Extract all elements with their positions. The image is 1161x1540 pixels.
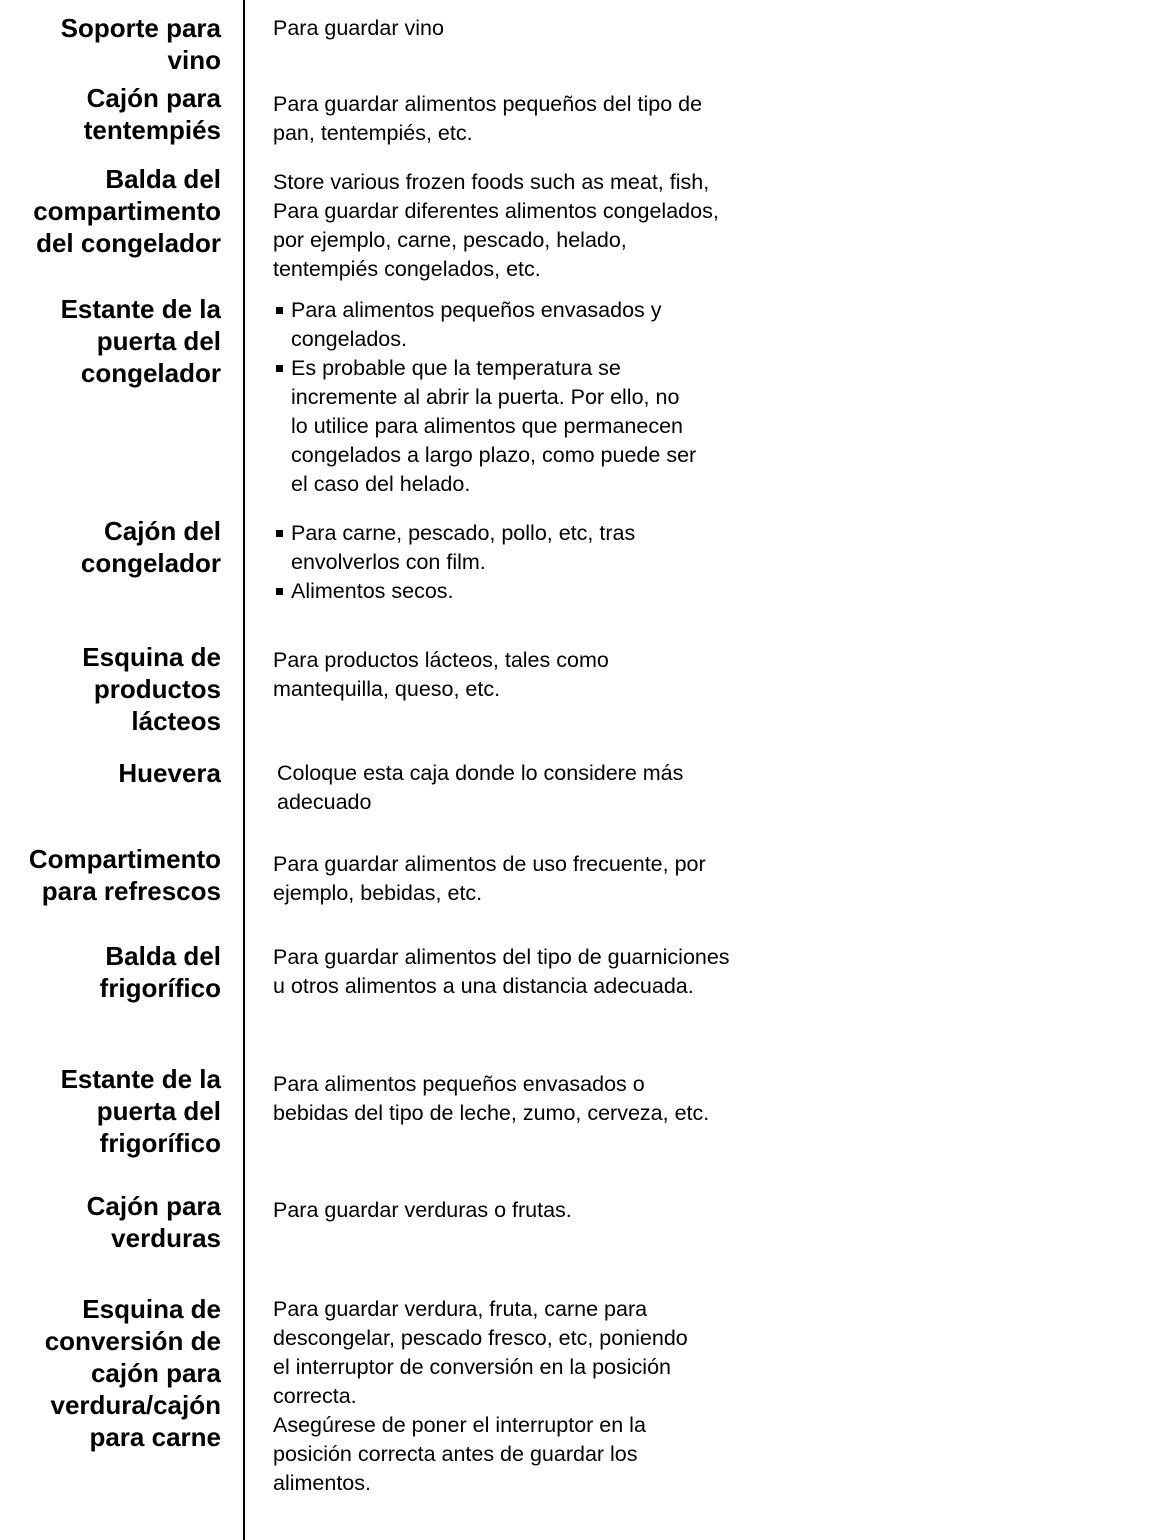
description-line: Para productos lácteos, tales como	[273, 648, 609, 672]
description-line: Store various frozen foods such as meat,…	[273, 170, 710, 194]
divider	[243, 0, 245, 1540]
label-line: congelador	[80, 548, 221, 578]
description-line: mantequilla, queso, etc.	[273, 677, 501, 701]
description-line: Coloque esta caja donde lo considere más	[277, 761, 684, 785]
label-line: para carne	[89, 1422, 221, 1452]
row-description: Para guardar verdura, fruta, carne para d…	[273, 1295, 773, 1498]
row-label: Huevera	[0, 757, 221, 789]
label-line: verduras	[111, 1223, 221, 1253]
row-label: Esquina de productos lácteos	[0, 641, 221, 737]
description-line: el caso del helado.	[291, 472, 471, 496]
label-line: Cajón para	[86, 1191, 221, 1221]
row-description: Para guardar alimentos de uso frecuente,…	[273, 850, 773, 908]
description-line: adecuado	[277, 790, 372, 814]
description-line: Para guardar verdura, fruta, carne para	[273, 1297, 648, 1321]
label-line: Huevera	[118, 758, 221, 788]
row-label: Cajón del congelador	[0, 515, 221, 579]
description-line: bebidas del tipo de leche, zumo, cerveza…	[273, 1101, 710, 1125]
description-line: Para alimentos pequeños envasados y	[291, 298, 662, 322]
description-line: descongelar, pescado fresco, etc, ponien…	[273, 1326, 688, 1350]
label-line: frigorífico	[99, 973, 221, 1003]
row-description: Para guardar alimentos del tipo de guarn…	[273, 943, 773, 1001]
bullet-item: Para carne, pescado, pollo, etc, tras env…	[273, 519, 773, 577]
row-description: Store various frozen foods such as meat,…	[273, 168, 773, 284]
label-line: tentempiés	[83, 115, 221, 145]
description-line: alimentos.	[273, 1471, 371, 1495]
description-line: Para guardar vino	[273, 16, 444, 40]
label-line: congelador	[80, 358, 221, 388]
row-label: Cajón para verduras	[0, 1190, 221, 1254]
label-line: Esquina de	[82, 642, 221, 672]
label-line: verdura/cajón	[50, 1390, 221, 1420]
illustrations	[900, 0, 1161, 1540]
description-line: congelados.	[291, 327, 407, 351]
label-line: puerta del	[96, 1096, 221, 1126]
row-label: Estante de la puerta del frigorífico	[0, 1063, 221, 1159]
row-description: Para alimentos pequeños envasados o bebid…	[273, 1070, 773, 1128]
row-label: Soporte para vino	[0, 12, 221, 76]
label-line: Estante de la	[60, 294, 221, 324]
label-line: lácteos	[131, 706, 221, 736]
description-line: posición correcta antes de guardar los	[273, 1442, 638, 1466]
description-line: Para guardar verduras o frutas.	[273, 1198, 572, 1222]
description-line: por ejemplo, carne, pescado, helado,	[273, 228, 627, 252]
description-line: lo utilice para alimentos que permanecen	[291, 414, 684, 438]
row-label: Estante de la puerta del congelador	[0, 293, 221, 389]
label-line: vino	[167, 45, 221, 75]
label-line: puerta del	[96, 326, 221, 356]
label-line: Esquina de	[82, 1294, 221, 1324]
label-line: productos	[93, 674, 221, 704]
description-line: Alimentos secos.	[291, 579, 454, 603]
label-line: cajón para	[90, 1358, 221, 1388]
row-label: Compartimento para refrescos	[0, 843, 221, 907]
row-description: Para guardar verduras o frutas.	[273, 1196, 773, 1225]
row-description: Coloque esta caja donde lo considere más…	[277, 759, 777, 817]
label-line: del congelador	[36, 228, 221, 258]
description-line: Para guardar diferentes alimentos congel…	[273, 199, 719, 223]
row-description: Para productos lácteos, tales como manteq…	[273, 646, 773, 704]
label-line: compartimento	[33, 196, 221, 226]
description-line: correcta.	[273, 1384, 357, 1408]
row-label: Esquina de conversión de cajón para verdura…	[0, 1293, 221, 1453]
description-line: ejemplo, bebidas, etc.	[273, 881, 483, 905]
label-line: conversión de	[44, 1326, 221, 1356]
label-line: para refrescos	[41, 876, 221, 906]
description-line: Asegúrese de poner el interruptor en la	[273, 1413, 646, 1437]
label-line: Compartimento	[28, 844, 221, 874]
description-line: Es probable que la temperatura se	[291, 356, 621, 380]
bullet-item: Para alimentos pequeños envasados y conge…	[273, 296, 773, 354]
label-line: Balda del	[105, 941, 221, 971]
description-line: Para guardar alimentos del tipo de guarn…	[273, 945, 730, 969]
description-line: envolverlos con film.	[291, 550, 486, 574]
bullet-item: Alimentos secos.	[273, 577, 773, 606]
label-line: Cajón para	[86, 83, 221, 113]
row-label: Balda del frigorífico	[0, 940, 221, 1004]
label-line: Balda del	[105, 164, 221, 194]
description-line: Para alimentos pequeños envasados o	[273, 1072, 645, 1096]
row-label: Cajón para tentempiés	[0, 82, 221, 146]
description-line: congelados a largo plazo, como puede ser	[291, 443, 697, 467]
label-line: Estante de la	[60, 1064, 221, 1094]
label-line: Cajón del	[103, 516, 221, 546]
description-line: incremente al abrir la puerta. Por ello,…	[291, 385, 680, 409]
label-line: frigorífico	[99, 1128, 221, 1158]
row-description: Para alimentos pequeños envasados y conge…	[273, 296, 773, 499]
label-line: Soporte para	[60, 13, 221, 43]
row-description: Para carne, pescado, pollo, etc, tras env…	[273, 519, 773, 606]
row-label: Balda del compartimento del congelador	[0, 163, 221, 259]
row-description: Para guardar vino	[273, 14, 773, 43]
description-line: Para guardar alimentos pequeños del tipo…	[273, 92, 703, 116]
description-line: tentempiés congelados, etc.	[273, 257, 541, 281]
description-line: u otros alimentos a una distancia adecua…	[273, 974, 694, 998]
row-description: Para guardar alimentos pequeños del tipo…	[273, 90, 773, 148]
description-line: el interruptor de conversión en la posic…	[273, 1355, 671, 1379]
bullet-item: Es probable que la temperatura se increme…	[273, 354, 773, 499]
description-line: pan, tentempiés, etc.	[273, 121, 473, 145]
description-line: Para carne, pescado, pollo, etc, tras	[291, 521, 636, 545]
description-line: Para guardar alimentos de uso frecuente,…	[273, 852, 706, 876]
